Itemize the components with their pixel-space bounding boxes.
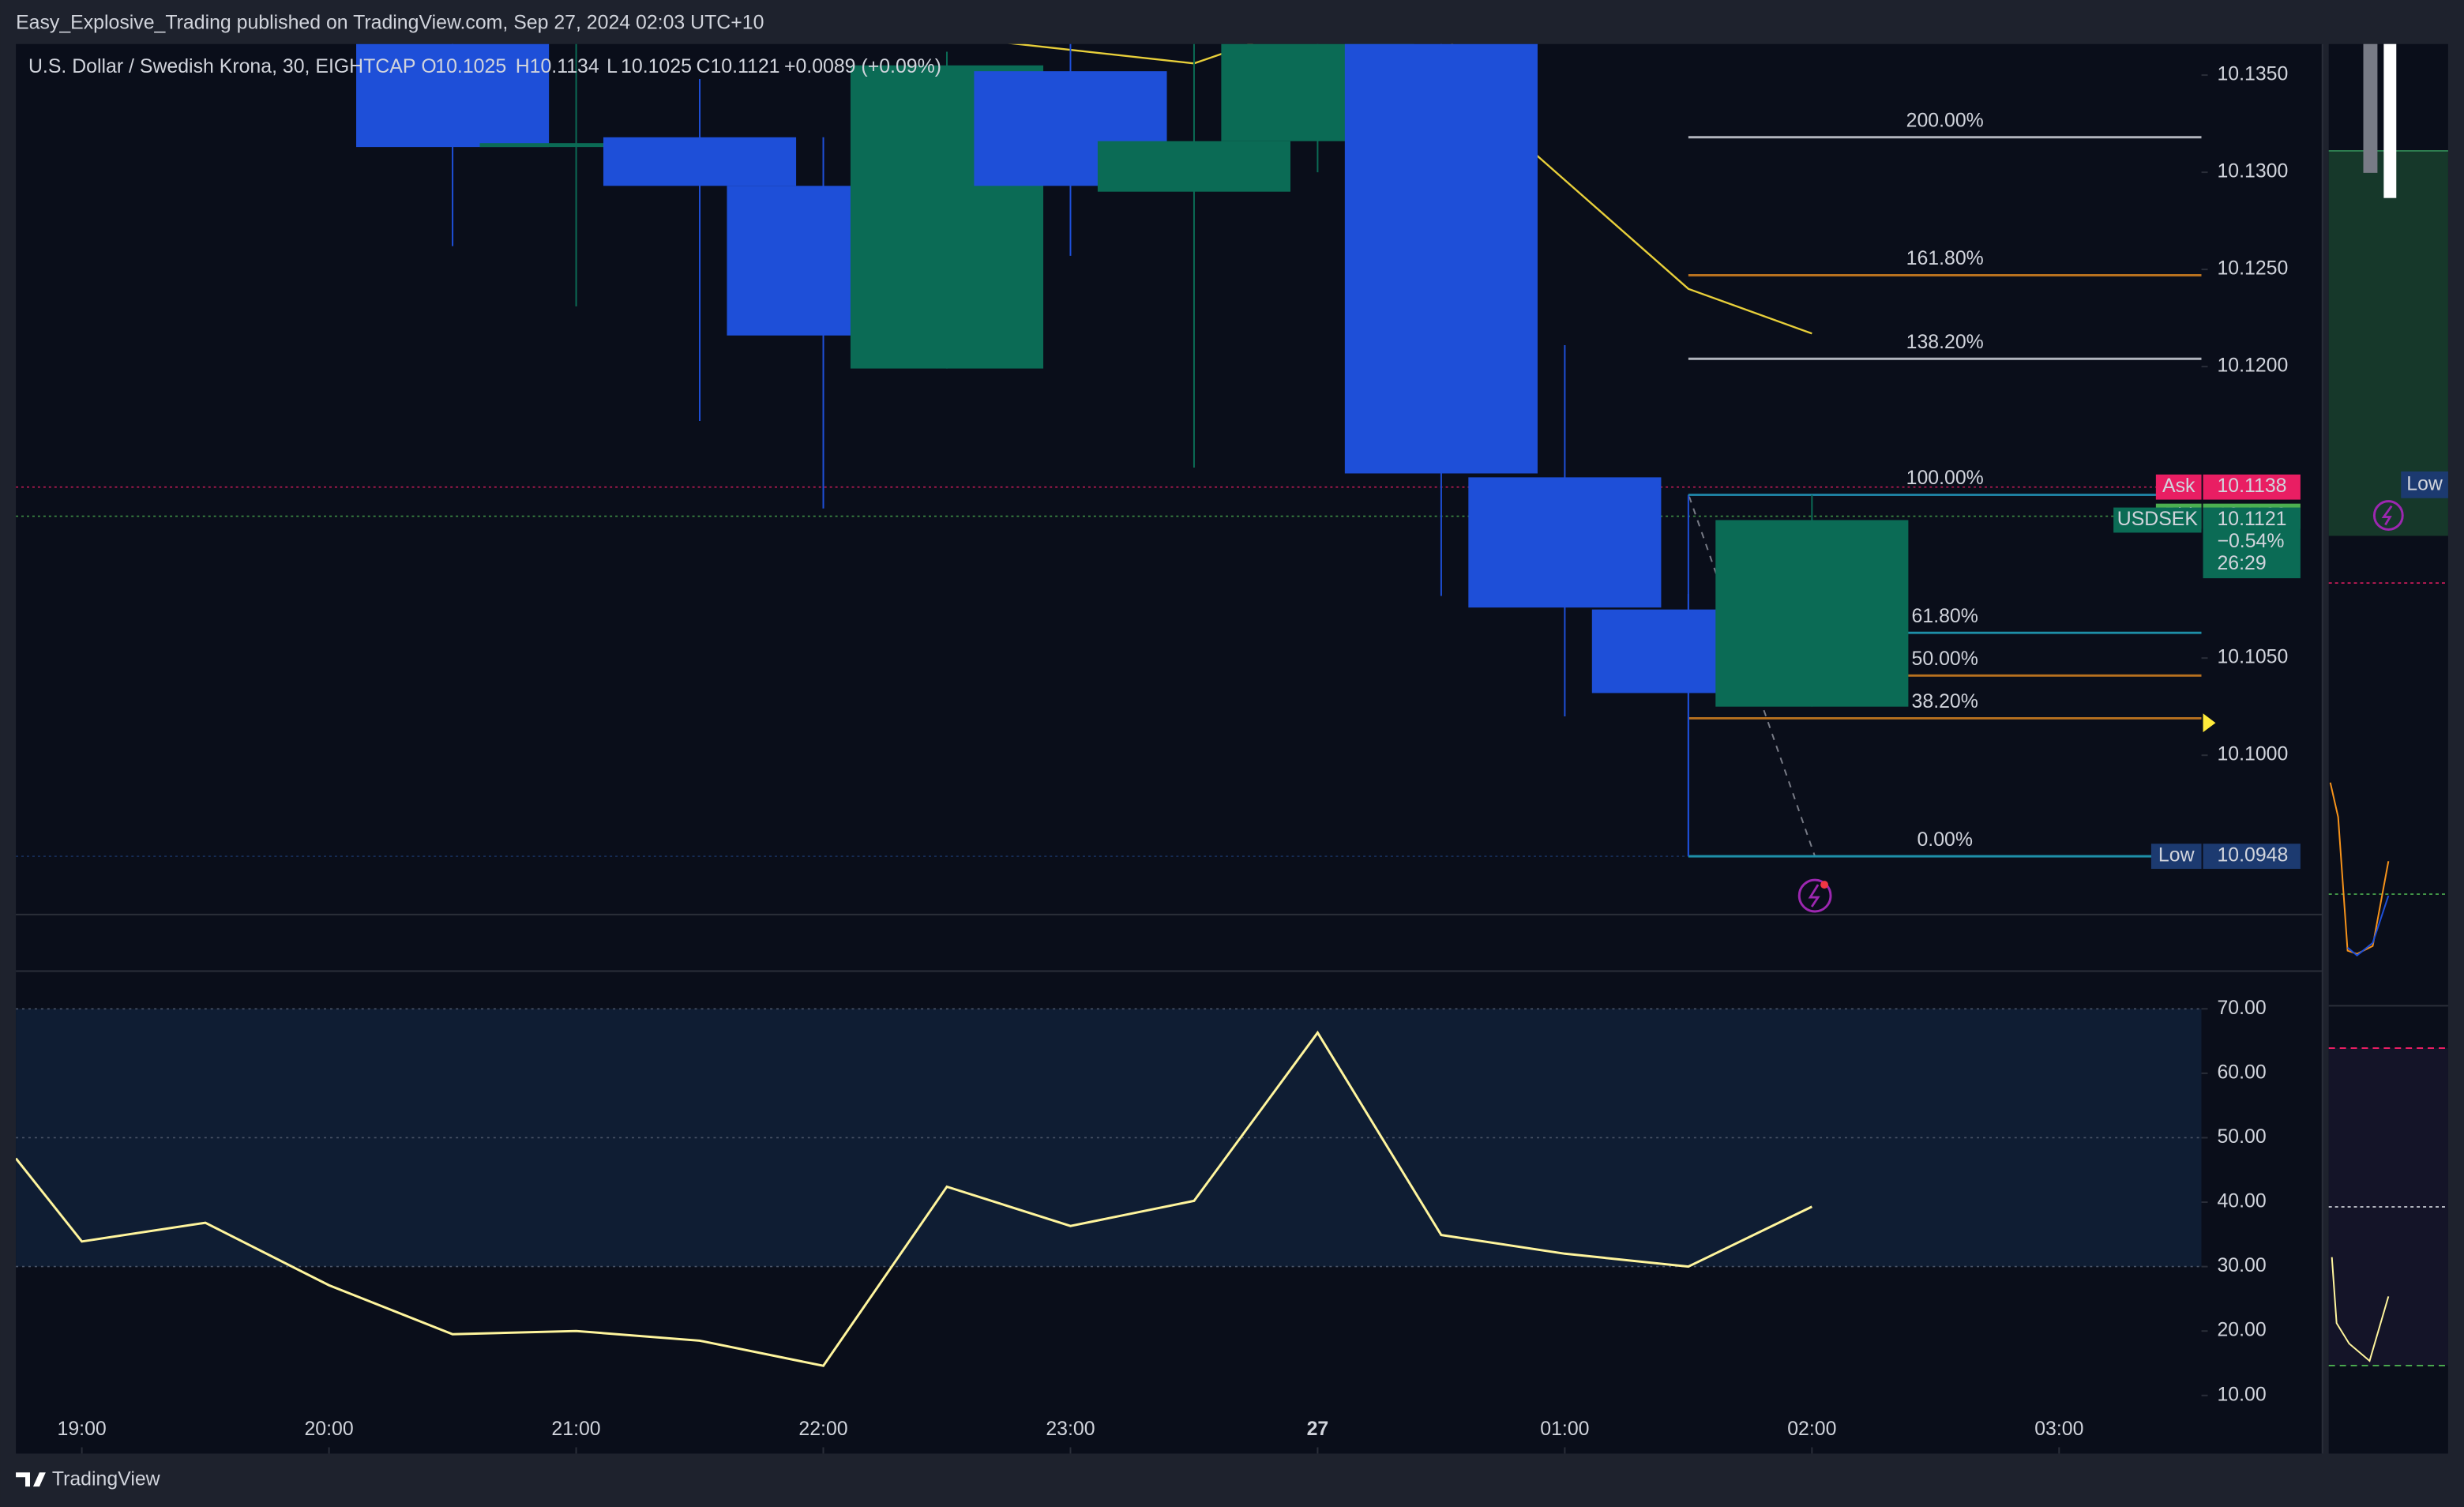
alert-marker bbox=[2203, 713, 2216, 733]
legend-key: C bbox=[697, 55, 711, 77]
legend-value: 10.1025 bbox=[435, 55, 506, 77]
price-tag-name: USDSEK bbox=[2117, 508, 2199, 530]
x-tick-label: 01:00 bbox=[1540, 1418, 1589, 1440]
event-icon[interactable] bbox=[2372, 500, 2404, 531]
x-tick-label: 27 bbox=[1307, 1418, 1329, 1440]
candle-body bbox=[1344, 43, 1538, 474]
event-dot bbox=[1820, 881, 1829, 889]
overlay: 10.1350 10.1300 10.1250 10.1200 10.1050 10.10… bbox=[58, 63, 2301, 1454]
side-bar bbox=[2363, 43, 2378, 173]
price-tag-value: 10.0948 bbox=[2217, 844, 2288, 866]
x-tick-label: 22:00 bbox=[798, 1418, 847, 1440]
fib-label: 0.00% bbox=[1917, 829, 1972, 851]
legend-symbol: U.S. Dollar / Swedish Krona, 30, EIGHTCA… bbox=[28, 55, 415, 77]
fib-label: 50.00% bbox=[1912, 648, 1978, 670]
y-tick-label: 10.1350 bbox=[2217, 63, 2288, 85]
price-tag-bg bbox=[2203, 474, 2301, 500]
header-text: Easy_Explosive_Trading published on Trad… bbox=[16, 11, 764, 33]
candle-body bbox=[1097, 141, 1290, 192]
event-icon-bolt bbox=[1808, 884, 1820, 908]
y-tick-label: 50.00 bbox=[2217, 1126, 2266, 1148]
price-tag-countdown: 26:29 bbox=[2217, 552, 2266, 574]
brand-logo[interactable] bbox=[16, 1472, 46, 1487]
side-curve bbox=[2331, 1257, 2390, 1362]
price-tag-bg bbox=[2203, 507, 2301, 579]
y-tick-label: 40.00 bbox=[2217, 1190, 2266, 1212]
price-tag-bg bbox=[2155, 474, 2202, 500]
event-icon[interactable] bbox=[1797, 878, 1832, 913]
fib-label: 61.80% bbox=[1912, 605, 1978, 627]
legend-key: H bbox=[516, 55, 530, 77]
y-tick-label: 10.1300 bbox=[2217, 160, 2288, 182]
price-tag-change: −0.54% bbox=[2217, 530, 2284, 552]
brand-name[interactable]: TradingView bbox=[52, 1468, 161, 1490]
price-tag-value: 10.1121 bbox=[2217, 508, 2286, 530]
oscillator-band bbox=[16, 1009, 2202, 1267]
x-tick-label: 03:00 bbox=[2034, 1418, 2083, 1440]
side-bar bbox=[2383, 43, 2397, 198]
fib-label: 100.00% bbox=[1906, 467, 1984, 489]
candle-body bbox=[1715, 520, 1909, 707]
y-tick-label: 10.1250 bbox=[2217, 257, 2288, 280]
legend-key: L bbox=[607, 55, 618, 77]
candle-body bbox=[603, 137, 797, 186]
side-label-bg bbox=[2401, 471, 2448, 498]
y-tick-label: 20.00 bbox=[2217, 1319, 2266, 1341]
price-tag-bg bbox=[2113, 507, 2202, 533]
oscillator-line bbox=[16, 1030, 1813, 1367]
fib-label: 161.80% bbox=[1906, 247, 1984, 269]
fib-label: 38.20% bbox=[1912, 690, 1978, 712]
price-tag-value: 10.1138 bbox=[2217, 475, 2286, 497]
side-curve bbox=[2346, 895, 2390, 956]
y-tick-label: 10.1050 bbox=[2217, 646, 2288, 668]
x-tick-label: 23:00 bbox=[1046, 1418, 1095, 1440]
candle-body bbox=[356, 43, 550, 148]
legend-value: 10.1134 bbox=[530, 55, 599, 77]
oscillator-pane bbox=[16, 1008, 2202, 1367]
price-tag-name: Low bbox=[2158, 844, 2195, 866]
price-tag-bg bbox=[2150, 844, 2202, 870]
event-icon-bolt bbox=[2381, 505, 2393, 526]
y-tick-label: 60.00 bbox=[2217, 1061, 2266, 1083]
price-tag-bg bbox=[2203, 844, 2301, 870]
price-pane: 200.00% 161.80% 138.20% 100.00% 61.80% 50.00%… bbox=[16, 43, 2202, 858]
y-tick-label: 10.1000 bbox=[2217, 743, 2288, 765]
side-label: Low bbox=[2406, 472, 2443, 494]
y-tick-label: 30.00 bbox=[2217, 1254, 2266, 1276]
price-tag-name: Ask bbox=[2162, 475, 2195, 497]
candle-body bbox=[1468, 477, 1662, 608]
y-tick-label: 70.00 bbox=[2217, 997, 2266, 1019]
legend: O10.1025 H 10.1134 L 10.1025 C 10.1121 bbox=[421, 55, 779, 77]
x-tick-label: 21:00 bbox=[551, 1418, 600, 1440]
candle-body bbox=[479, 143, 673, 148]
legend-change: +0.0089 (+0.09%) bbox=[784, 55, 941, 77]
y-tick-label: 10.00 bbox=[2217, 1383, 2266, 1405]
fib-label: 200.00% bbox=[1906, 109, 1984, 131]
x-tick-label: 19:00 bbox=[58, 1418, 107, 1440]
legend-value: 10.1025 bbox=[621, 55, 692, 77]
x-tick-label: 02:00 bbox=[1787, 1418, 1836, 1440]
legend-value: 10.1121 bbox=[710, 55, 779, 77]
fib-label: 138.20% bbox=[1906, 331, 1984, 353]
x-tick-label: 20:00 bbox=[304, 1418, 353, 1440]
y-tick-label: 10.1200 bbox=[2217, 355, 2288, 377]
legend-key: O bbox=[421, 55, 436, 77]
